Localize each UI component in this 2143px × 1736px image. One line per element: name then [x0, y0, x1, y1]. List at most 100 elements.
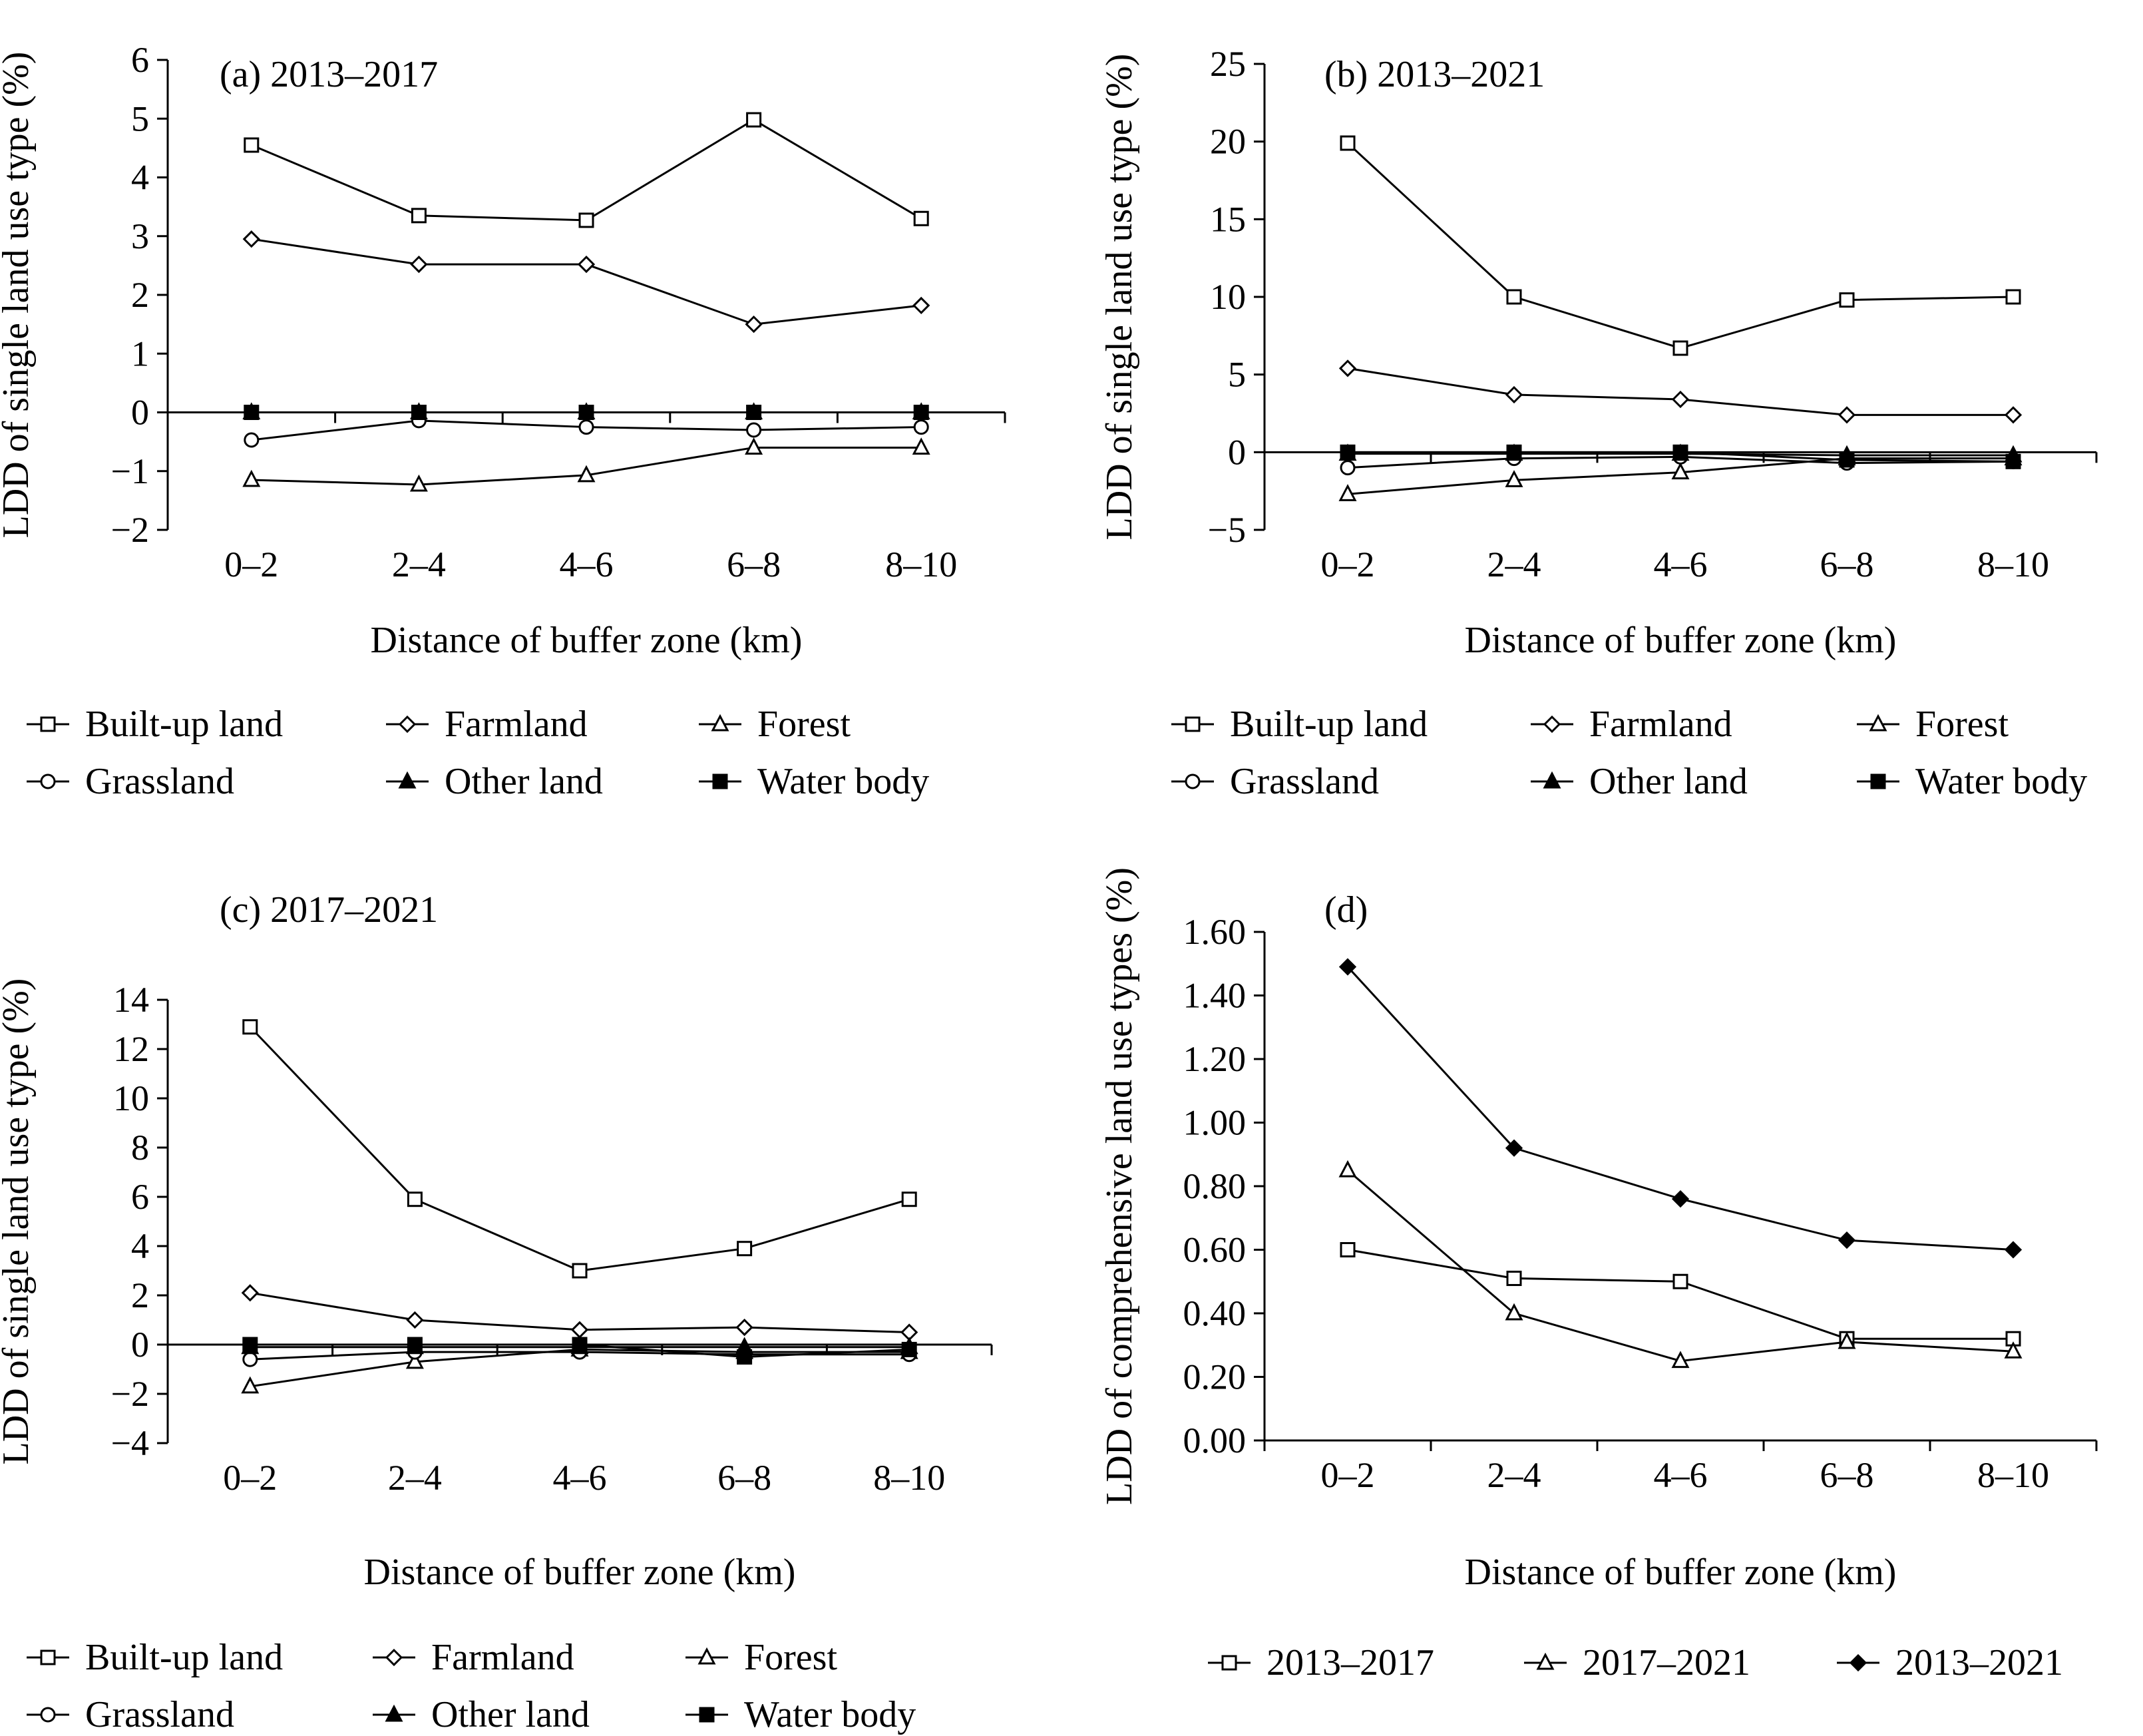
y-tick-label: −5 — [1208, 510, 1246, 550]
legend-item-water-body: Water body — [699, 761, 929, 802]
y-tick-label: −1 — [111, 451, 149, 491]
y-tick-label: 25 — [1210, 44, 1246, 84]
x-axis-label: Distance of buffer zone (km) — [371, 620, 803, 661]
data-point — [244, 137, 260, 153]
y-tick-label: 20 — [1210, 122, 1246, 162]
legend-label: Forest — [744, 1637, 837, 1678]
data-point — [901, 1341, 917, 1357]
series-2013-2017 — [1340, 1242, 2021, 1347]
data-point — [407, 1192, 423, 1207]
data-point — [1672, 340, 1688, 356]
legend-marker — [398, 771, 417, 789]
data-point — [242, 230, 260, 248]
data-point — [1338, 484, 1357, 501]
panel-d: 0.00 0.20 0.40 0.60 0.80 1.00 1.20 1.40 1.60 0–2 2… — [1099, 867, 2098, 1683]
x-tick-label: 2–4 — [388, 1458, 442, 1498]
data-point — [1338, 958, 1357, 976]
x-tick-label: 8–10 — [885, 544, 957, 584]
y-axis-label: LDD of comprehensive land use types (%) — [1099, 867, 1140, 1505]
x-tick-label: 0–2 — [224, 544, 278, 584]
legend-item-built-up-land: Built-up land — [1171, 704, 1428, 745]
y-tick-label: 8 — [131, 1128, 149, 1168]
legend-label: Water body — [757, 761, 929, 802]
legend-marker — [1185, 716, 1201, 732]
data-point — [572, 1337, 588, 1353]
series-built-up-land — [1340, 135, 2021, 356]
legend-label: Grassland — [1230, 761, 1379, 802]
series-line — [1347, 1249, 2013, 1340]
x-tick-label: 6–8 — [1820, 1455, 1874, 1495]
data-point — [2004, 406, 2023, 424]
y-tick-label: 0.20 — [1183, 1357, 1247, 1397]
y-tick-label: 1.00 — [1183, 1103, 1247, 1143]
series-water-body — [244, 405, 929, 420]
data-point — [241, 1376, 260, 1394]
legend-item-other-land: Other land — [386, 761, 603, 802]
data-point — [913, 419, 929, 435]
panel-title: (b) 2013–2021 — [1324, 54, 1545, 95]
data-point — [913, 210, 929, 226]
legend-marker — [1849, 1653, 1867, 1672]
data-point — [746, 112, 762, 128]
data-point — [1838, 1231, 1856, 1249]
legend-item-farmland: Farmland — [386, 704, 588, 745]
y-tick-label: 6 — [131, 40, 149, 80]
series-2017-2021 — [1338, 1160, 2023, 1369]
series-line — [1346, 142, 2014, 349]
legend-marker — [1869, 714, 1887, 732]
legend-marker — [1185, 773, 1201, 789]
data-point — [1506, 444, 1522, 460]
data-point — [410, 255, 428, 274]
data-point — [1338, 359, 1357, 377]
legend-marker — [40, 1707, 56, 1723]
legend-item-grassland: Grassland — [27, 1694, 234, 1735]
data-point — [244, 405, 260, 420]
data-point — [1839, 452, 1855, 468]
y-tick-label: −2 — [111, 510, 149, 550]
legend-item-built-up-land: Built-up land — [27, 1637, 283, 1678]
legend-label: Grassland — [85, 1694, 234, 1735]
data-point — [405, 1351, 424, 1369]
legend: 2013–2017 2017–2021 2013–2021 — [1208, 1642, 2063, 1683]
data-point — [578, 405, 594, 420]
legend-item-other-land: Other land — [1531, 761, 1748, 802]
x-axis-label: Distance of buffer zone (km) — [1465, 620, 1897, 661]
y-tick-label: 0 — [1228, 432, 1246, 472]
legend: Built-up land Farmland Forest Grassland Othe… — [27, 1637, 916, 1735]
y-tick-label: 4 — [131, 158, 149, 198]
x-tick-label: 2–4 — [392, 544, 446, 584]
legend-item-2013-2017: 2013–2017 — [1208, 1642, 1434, 1683]
data-point — [1506, 289, 1522, 305]
y-tick-label: 3 — [131, 216, 149, 256]
data-point — [737, 1241, 753, 1257]
series-farmland — [242, 230, 930, 333]
legend-label: 2013–2021 — [1895, 1642, 2063, 1683]
data-point — [572, 1263, 588, 1279]
y-axis-label: LDD of single land use type (%) — [0, 978, 37, 1465]
legend-marker — [40, 1649, 56, 1665]
legend-marker — [1543, 771, 1561, 789]
data-point — [242, 1019, 258, 1035]
legend-marker — [1221, 1655, 1237, 1671]
data-point — [912, 296, 930, 315]
data-point — [1839, 292, 1855, 308]
data-point — [407, 1337, 423, 1353]
data-point — [1505, 470, 1523, 487]
x-tick-label: 4–6 — [560, 544, 614, 584]
y-tick-label: 0 — [131, 393, 149, 433]
legend-marker — [697, 1647, 716, 1665]
y-tick-label: 0.40 — [1183, 1293, 1247, 1333]
x-tick-label: 0–2 — [1321, 544, 1375, 584]
legend-marker — [385, 1648, 403, 1667]
series-built-up-land — [242, 1019, 917, 1279]
y-tick-label: −2 — [111, 1374, 149, 1414]
y-tick-label: 6 — [131, 1177, 149, 1217]
y-tick-label: 10 — [1210, 277, 1246, 317]
legend-item-farmland: Farmland — [373, 1637, 574, 1678]
y-tick-label: 5 — [1228, 355, 1246, 395]
series-forest — [242, 437, 930, 492]
y-tick-label: 2 — [131, 275, 149, 315]
x-tick-label: 8–10 — [1977, 1455, 2049, 1495]
legend-marker — [385, 1704, 403, 1722]
x-axis-label: Distance of buffer zone (km) — [364, 1552, 796, 1593]
